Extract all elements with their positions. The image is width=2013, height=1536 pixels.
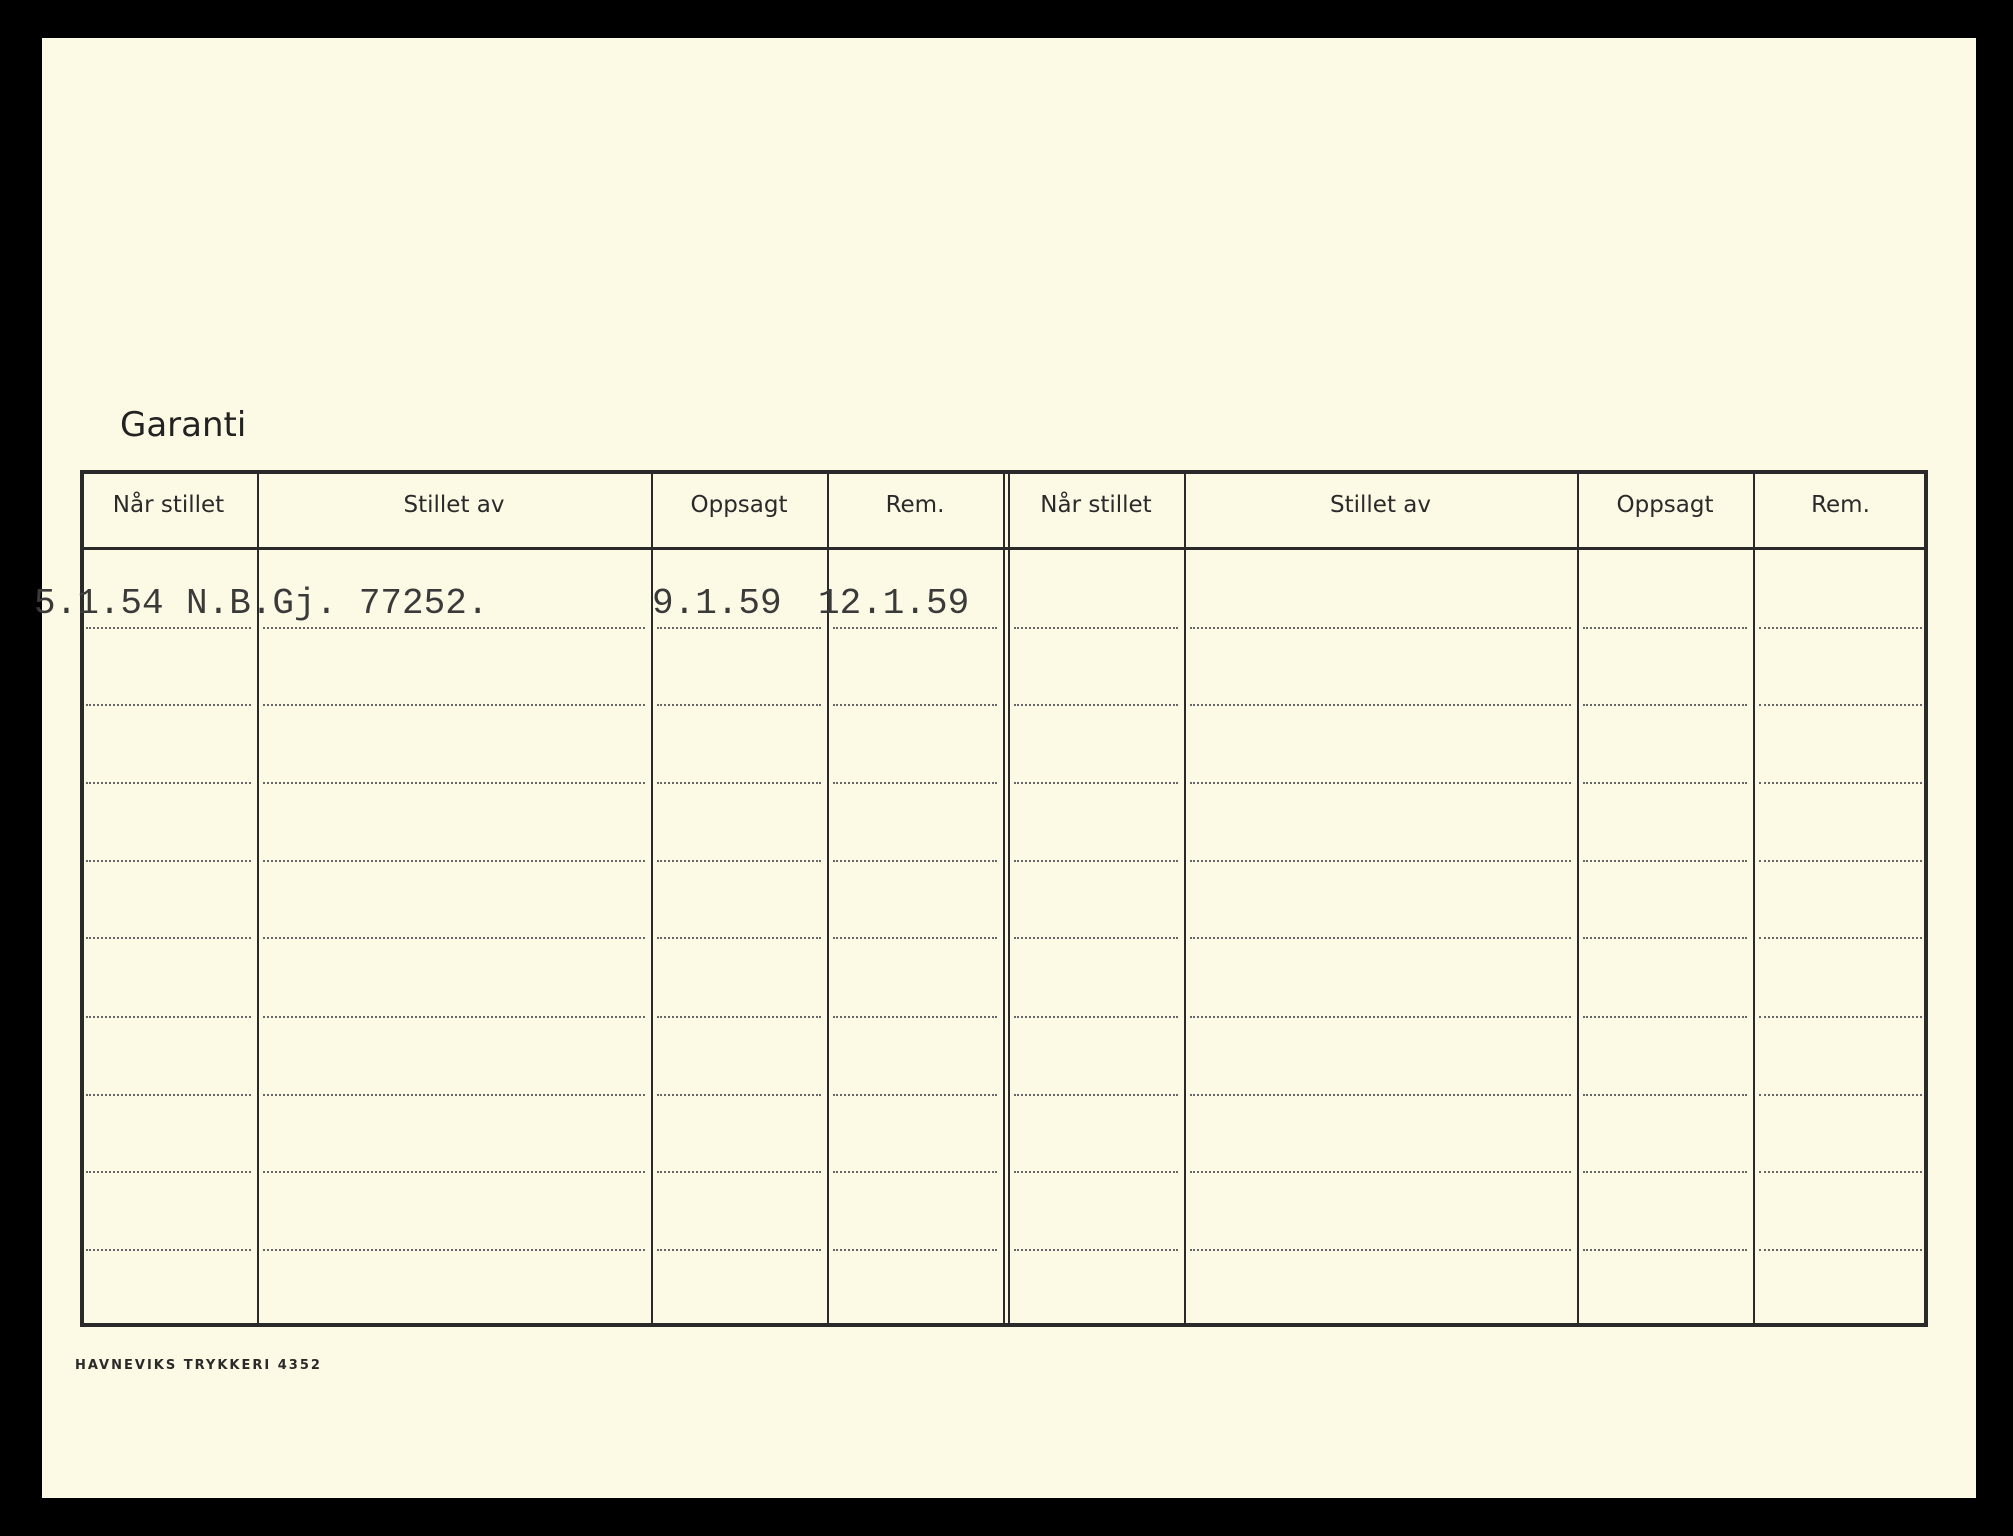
row-dotted-line (1190, 782, 1571, 784)
row-dotted-line (1759, 1094, 1922, 1096)
row-dotted-line (1190, 1249, 1571, 1251)
row-dotted-line (86, 1016, 251, 1018)
cell-stillet-av: N.B.Gj. 77252. (186, 583, 489, 624)
row-dotted-line (263, 1249, 645, 1251)
row-dotted-line (86, 782, 251, 784)
cell-rem: 12.1.59 (818, 583, 970, 624)
header-rem-2: Rem. (1811, 492, 1870, 518)
row-dotted-line (1759, 1249, 1922, 1251)
row-dotted-line (657, 627, 821, 629)
row-dotted-line (657, 1094, 821, 1096)
row-dotted-line (1190, 937, 1571, 939)
row-dotted-line (86, 860, 251, 862)
printer-imprint: HAVNEVIKS TRYKKERI 4352 (75, 1358, 322, 1373)
row-dotted-line (1759, 1171, 1922, 1173)
row-dotted-line (1759, 1016, 1922, 1018)
header-oppsagt: Oppsagt (690, 492, 788, 518)
row-dotted-line (657, 782, 821, 784)
row-dotted-line (657, 860, 821, 862)
column-divider (257, 470, 259, 1327)
row-dotted-line (833, 1094, 997, 1096)
row-dotted-line (1583, 937, 1747, 939)
column-divider (827, 470, 829, 1327)
row-dotted-line (263, 627, 645, 629)
row-dotted-line (1583, 1249, 1747, 1251)
row-dotted-line (1190, 1016, 1571, 1018)
row-dotted-line (263, 1094, 645, 1096)
row-dotted-line (263, 704, 645, 706)
row-dotted-line (1190, 1171, 1571, 1173)
row-dotted-line (1759, 627, 1922, 629)
row-dotted-line (1583, 1171, 1747, 1173)
column-divider (1008, 470, 1010, 1327)
row-dotted-line (1014, 860, 1178, 862)
row-dotted-line (1014, 782, 1178, 784)
section-title: Garanti (120, 405, 247, 445)
header-nar-stillet-2: Når stillet (1040, 492, 1152, 518)
row-dotted-line (1759, 937, 1922, 939)
row-dotted-line (1759, 704, 1922, 706)
row-dotted-line (1014, 1016, 1178, 1018)
column-divider (1184, 470, 1186, 1327)
row-dotted-line (86, 1094, 251, 1096)
row-dotted-line (1583, 860, 1747, 862)
row-dotted-line (1190, 860, 1571, 862)
row-dotted-line (1014, 704, 1178, 706)
row-dotted-line (1014, 1094, 1178, 1096)
header-rem: Rem. (885, 492, 945, 518)
column-divider (1003, 470, 1005, 1327)
column-divider (1577, 470, 1579, 1327)
row-dotted-line (833, 860, 997, 862)
row-dotted-line (657, 1016, 821, 1018)
row-dotted-line (86, 627, 251, 629)
row-dotted-line (86, 704, 251, 706)
row-dotted-line (263, 937, 645, 939)
row-dotted-line (833, 937, 997, 939)
row-dotted-line (657, 937, 821, 939)
row-dotted-line (1583, 627, 1747, 629)
row-dotted-line (1190, 1094, 1571, 1096)
header-nar-stillet: Når stillet (112, 492, 225, 518)
row-dotted-line (833, 1249, 997, 1251)
row-dotted-line (1583, 1016, 1747, 1018)
row-dotted-line (657, 1249, 821, 1251)
row-dotted-line (263, 782, 645, 784)
header-stillet-av-2: Stillet av (1330, 492, 1431, 518)
row-dotted-line (833, 704, 997, 706)
row-dotted-line (86, 1171, 251, 1173)
row-dotted-line (833, 1171, 997, 1173)
row-dotted-line (657, 704, 821, 706)
row-dotted-line (263, 860, 645, 862)
row-dotted-line (1583, 704, 1747, 706)
row-dotted-line (1014, 937, 1178, 939)
row-dotted-line (1759, 782, 1922, 784)
row-dotted-line (1014, 1171, 1178, 1173)
cell-oppsagt: 9.1.59 (652, 583, 782, 624)
row-dotted-line (833, 627, 997, 629)
row-dotted-line (86, 937, 251, 939)
row-dotted-line (86, 1249, 251, 1251)
row-dotted-line (263, 1171, 645, 1173)
row-dotted-line (657, 1171, 821, 1173)
row-dotted-line (1014, 1249, 1178, 1251)
column-divider (651, 470, 653, 1327)
row-dotted-line (1014, 627, 1178, 629)
column-divider (1753, 470, 1755, 1327)
row-dotted-line (263, 1016, 645, 1018)
row-dotted-line (833, 782, 997, 784)
row-dotted-line (1759, 860, 1922, 862)
row-dotted-line (833, 1016, 997, 1018)
row-dotted-line (1583, 782, 1747, 784)
cell-nar-stillet: 5.1.54 (34, 583, 164, 624)
header-oppsagt-2: Oppsagt (1616, 492, 1714, 518)
row-dotted-line (1190, 627, 1571, 629)
row-dotted-line (1190, 704, 1571, 706)
row-dotted-line (1583, 1094, 1747, 1096)
header-stillet-av: Stillet av (403, 492, 505, 518)
